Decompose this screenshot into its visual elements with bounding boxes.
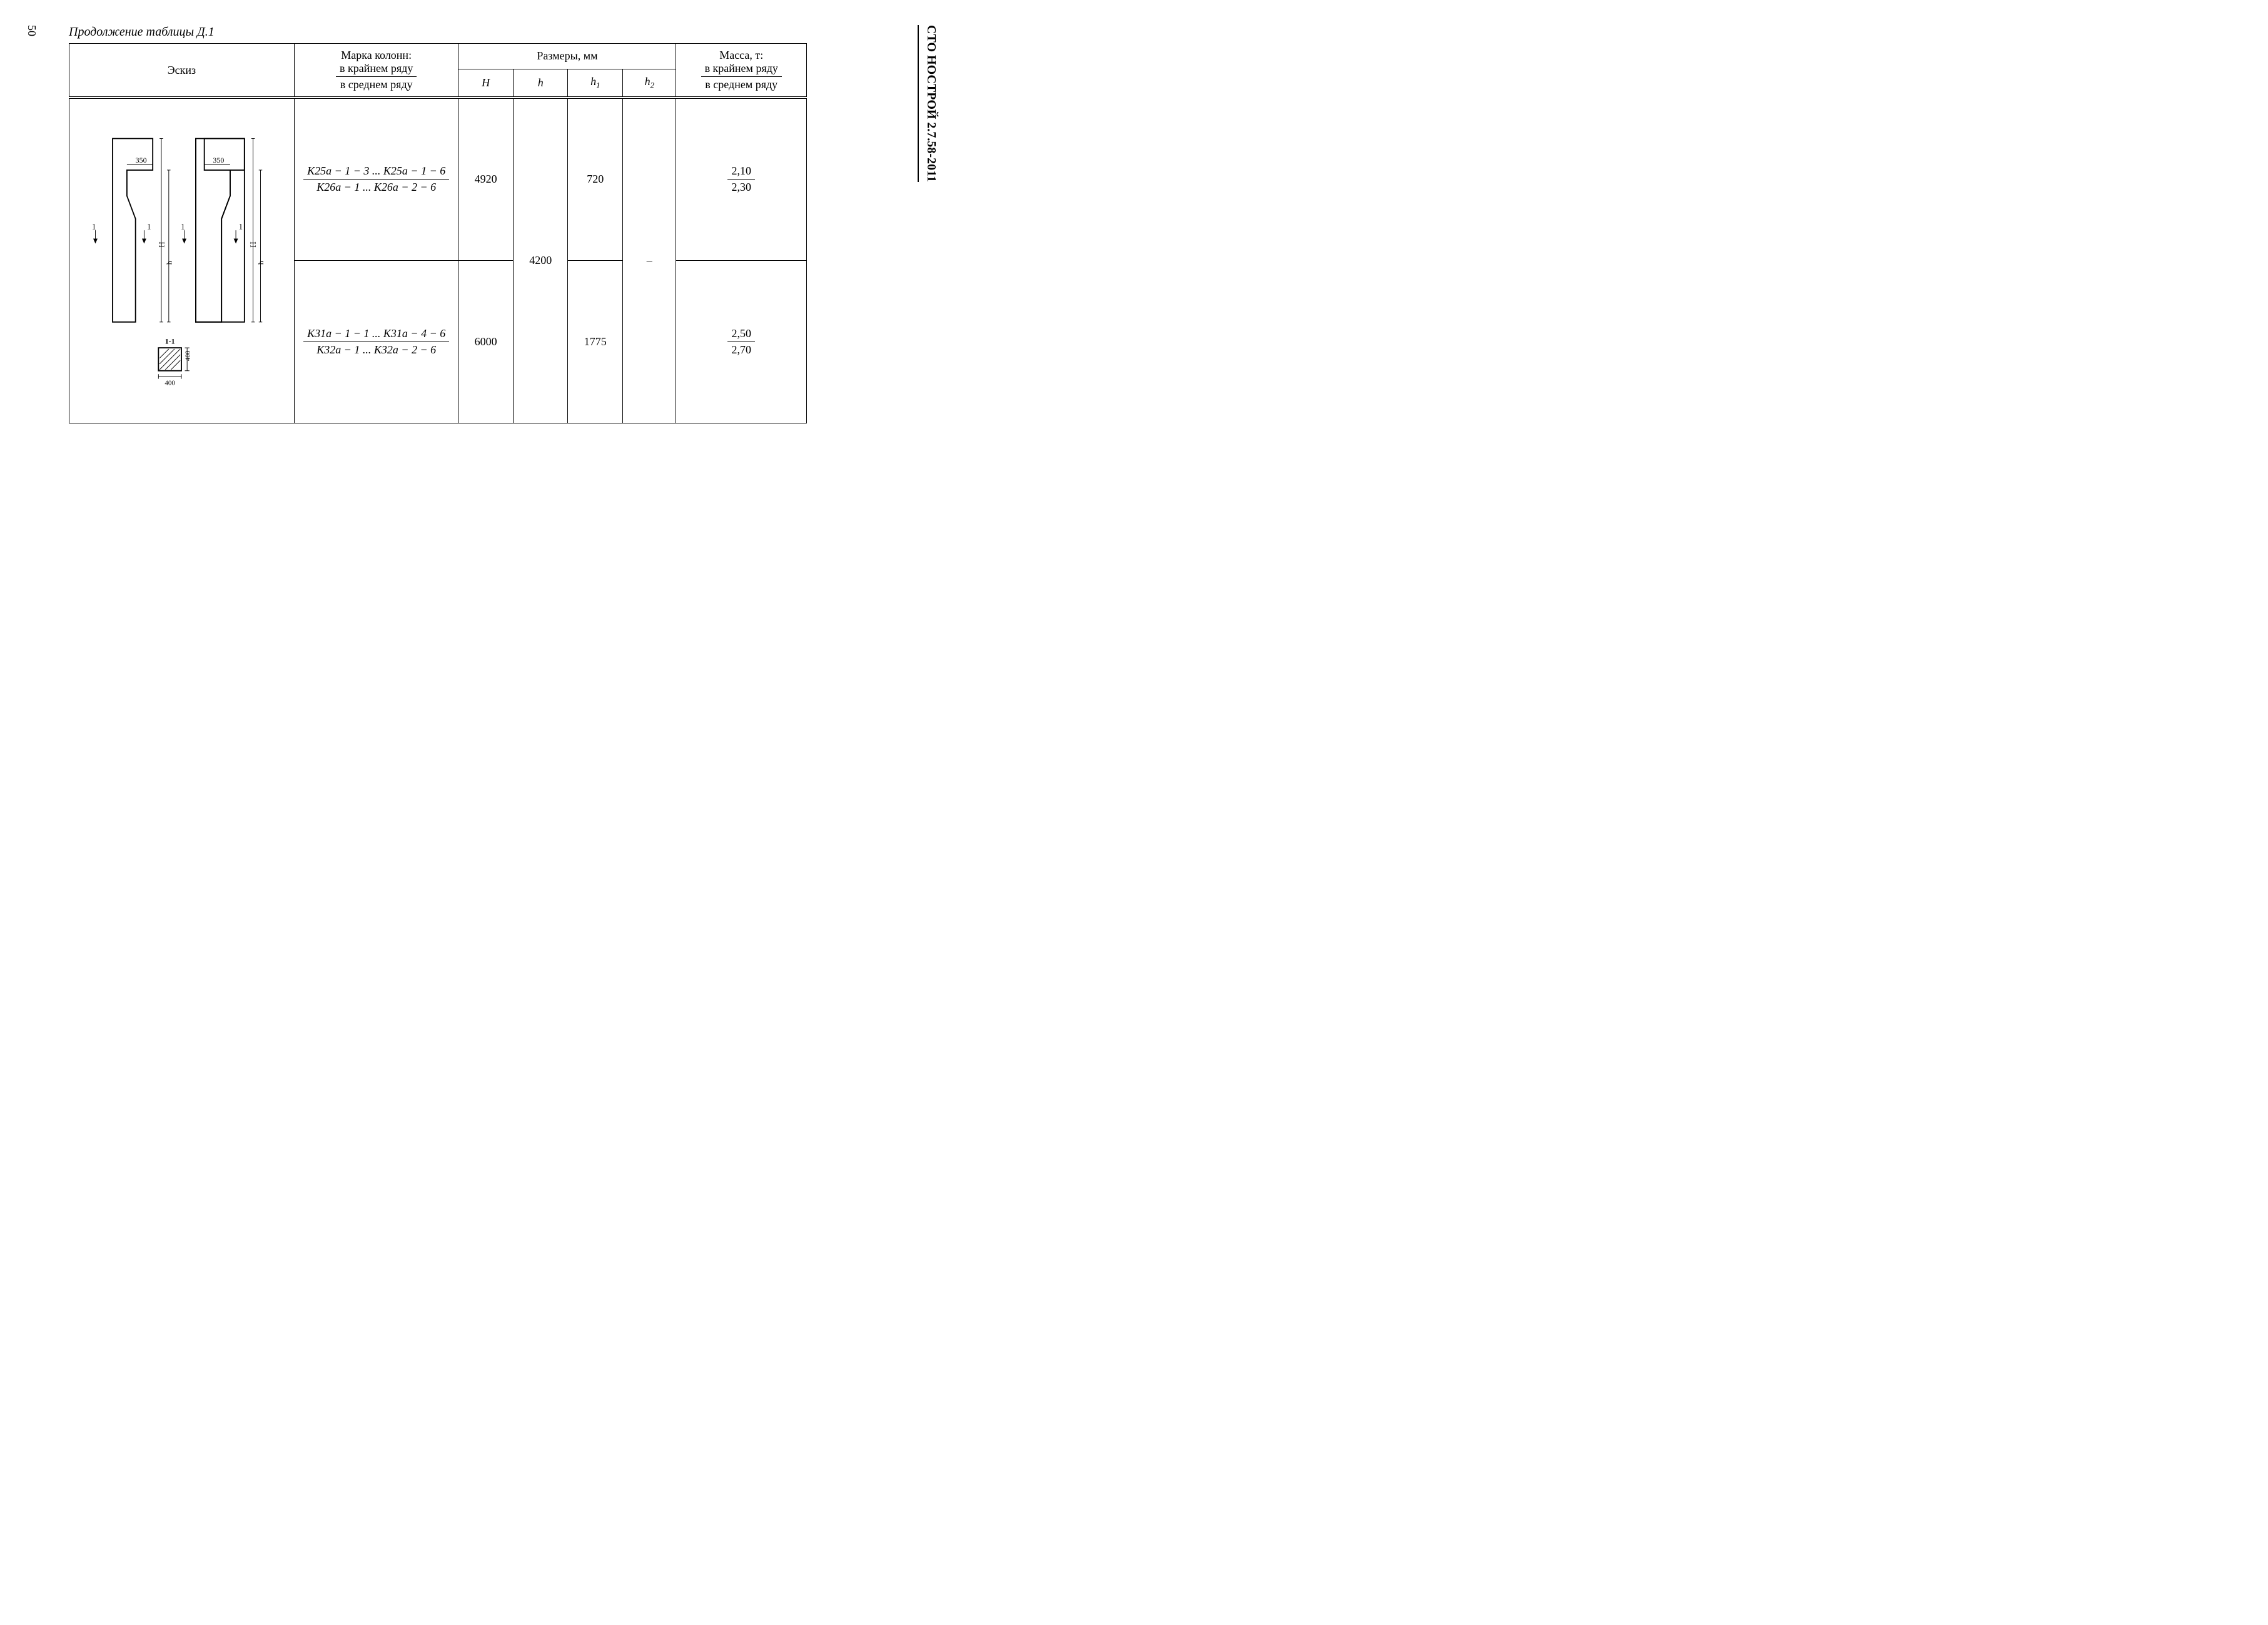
svg-text:h: h — [257, 261, 266, 265]
dim-H: H — [158, 242, 166, 248]
section-1: 1 — [92, 223, 96, 231]
column-sketch: 350 350 H H h h 1 1 1 1 1-1 — [78, 115, 285, 403]
hdr-mass-bot: в среднем ряду — [701, 77, 782, 91]
mass-cell: 2,50 2,70 — [676, 260, 807, 423]
mass-bot: 2,30 — [727, 180, 755, 194]
mark-bot: K26a − 1 ... K26a − 2 − 6 — [303, 180, 449, 194]
dim-h: h — [165, 261, 174, 265]
cell-H: 4920 — [458, 98, 514, 260]
dim-400: 400 — [165, 380, 176, 387]
cell-h1: 1775 — [568, 260, 623, 423]
cell-h1: 720 — [568, 98, 623, 260]
main-table: Эскиз Марка колонн: в крайнем ряду в сре… — [69, 43, 807, 423]
svg-text:1: 1 — [181, 223, 185, 231]
mark-cell: K25a − 1 − 3 ... K25a − 1 − 6 K26a − 1 .… — [294, 98, 458, 260]
table-caption: Продолжение таблицы Д.1 — [69, 25, 913, 39]
hdr-h: h — [513, 69, 568, 98]
hdr-mark-bot: в среднем ряду — [336, 77, 417, 91]
section-label: 1-1 — [165, 337, 175, 346]
hdr-mass: Масса, т: в крайнем ряду в среднем ряду — [676, 44, 807, 98]
hdr-mass-top: в крайнем ряду — [701, 62, 782, 77]
mark-bot: K32a − 1 ... K32a − 2 − 6 — [303, 342, 449, 357]
cell-H: 6000 — [458, 260, 514, 423]
svg-text:1: 1 — [147, 223, 151, 231]
hdr-mark-top: в крайнем ряду — [336, 62, 417, 77]
svg-text:H: H — [250, 242, 258, 248]
mass-bot: 2,70 — [727, 342, 755, 357]
page-number: 50 — [25, 25, 38, 36]
document-code: СТО НОСТРОЙ 2.7.58-2011 — [918, 25, 938, 182]
hdr-mark-title: Марка колонн: — [341, 49, 412, 61]
hdr-h2: h2 — [623, 69, 676, 98]
dim-350: 350 — [136, 156, 147, 165]
hdr-dims-title: Размеры, мм — [458, 44, 676, 69]
hdr-mark: Марка колонн: в крайнем ряду в среднем р… — [294, 44, 458, 98]
table-row: 350 350 H H h h 1 1 1 1 1-1 — [69, 98, 807, 260]
svg-text:1: 1 — [239, 223, 243, 231]
hdr-h1: h1 — [568, 69, 623, 98]
hdr-sketch: Эскиз — [69, 44, 295, 98]
mark-top: K31a − 1 − 1 ... K31a − 4 − 6 — [303, 327, 449, 342]
hdr-H: H — [458, 69, 514, 98]
svg-text:400: 400 — [185, 350, 192, 361]
cell-h2: – — [623, 98, 676, 423]
mass-top: 2,50 — [727, 327, 755, 342]
cell-h: 4200 — [513, 98, 568, 423]
mark-top: K25a − 1 − 3 ... K25a − 1 − 6 — [303, 165, 449, 180]
mark-cell: K31a − 1 − 1 ... K31a − 4 − 6 K32a − 1 .… — [294, 260, 458, 423]
mass-cell: 2,10 2,30 — [676, 98, 807, 260]
mass-top: 2,10 — [727, 165, 755, 180]
svg-text:350: 350 — [213, 156, 225, 165]
sketch-cell: 350 350 H H h h 1 1 1 1 1-1 — [69, 98, 295, 423]
hdr-mass-title: Масса, т: — [719, 49, 763, 61]
